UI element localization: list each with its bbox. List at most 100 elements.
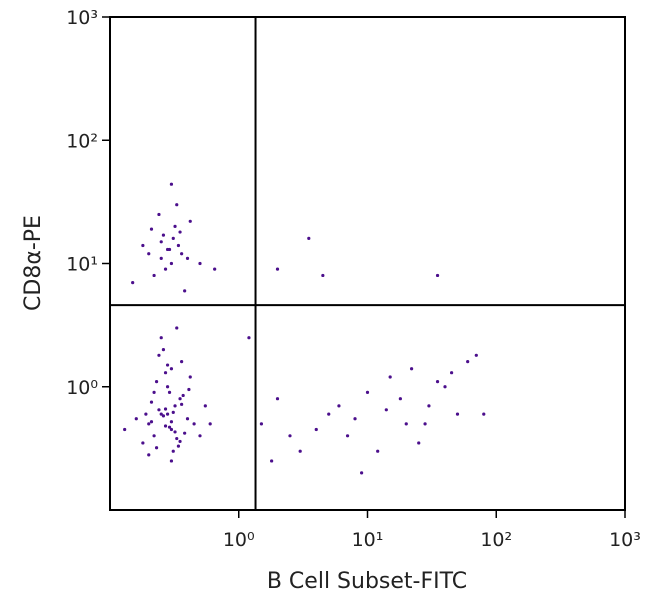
y-tick-label: 10³ [66,7,98,29]
data-point [167,247,172,252]
data-point [157,353,161,357]
data-point [307,236,311,240]
data-point [157,408,161,412]
data-point [183,431,187,435]
data-point [165,363,170,367]
data-point [147,252,151,256]
data-point [176,243,181,248]
data-point [163,267,168,271]
data-point [147,422,151,426]
data-point [154,446,159,450]
data-point [141,441,145,445]
x-axis-title: B Cell Subset-FITC [267,569,467,594]
data-point [169,459,174,463]
data-point [183,289,187,293]
data-point [427,404,431,408]
data-point [178,439,182,444]
data-point [327,412,331,416]
data-point [165,412,170,416]
data-point [163,371,168,375]
data-point [482,412,486,416]
data-point [147,453,151,457]
data-point [141,243,145,248]
data-point [154,380,159,384]
data-point [298,449,302,453]
data-point [178,397,182,401]
y-tick-label: 10⁰ [66,377,98,399]
data-point [161,414,166,418]
data-point [152,273,156,278]
data-point [198,261,202,266]
data-point [149,227,154,231]
data-point [161,233,166,237]
data-point [169,420,174,424]
x-tick-label: 10¹ [352,529,384,551]
data-point [455,412,460,416]
data-point [159,256,163,260]
data-point [178,230,182,234]
x-tick-label: 10² [480,529,512,551]
data-point [157,212,161,217]
x-tick-label: 10⁰ [223,529,255,551]
data-point [161,348,166,352]
data-point [175,436,179,441]
data-point [159,412,163,416]
data-point [167,390,172,394]
data-point [185,256,190,260]
data-point [474,353,478,357]
y-tick-label: 10² [66,130,98,152]
y-tick-label: 10¹ [66,254,98,276]
data-point [275,397,280,401]
data-point [144,412,148,416]
data-point [181,393,185,398]
data-point [163,407,168,411]
data-point [321,273,325,278]
y-axis-title: CD8α-PE [21,215,46,311]
data-point [247,336,251,340]
data-point [417,441,421,445]
data-point [180,359,184,364]
data-point [466,359,470,364]
data-point [259,422,264,426]
data-point [192,422,196,426]
data-point [388,375,392,379]
data-point [149,400,154,404]
data-point [360,471,364,475]
data-point [134,417,138,421]
data-point [353,417,357,421]
data-point [171,449,175,453]
data-point [213,267,217,271]
plot-frame [109,16,626,511]
data-point [175,326,179,330]
data-point [171,410,175,414]
data-point [185,417,190,421]
data-point [376,449,380,453]
data-point [409,367,414,371]
data-point [423,422,427,426]
data-point [163,424,168,428]
data-point [159,336,163,340]
data-point [443,385,447,389]
data-point [384,408,388,412]
data-point [131,280,135,285]
data-point [173,224,177,228]
data-point [180,252,184,256]
data-point [152,390,156,394]
data-point [188,375,192,379]
data-point [165,385,170,389]
data-point [167,425,172,429]
data-point [176,444,181,448]
data-point [171,236,175,240]
data-point [198,434,202,438]
data-point [152,434,156,438]
data-point [159,240,163,244]
data-point [337,404,341,408]
data-point [203,404,207,408]
data-point [175,203,179,207]
data-point [169,261,174,266]
data-point [169,427,174,432]
data-point [173,430,177,434]
data-point [180,402,184,406]
data-point [188,219,192,223]
data-point [270,459,274,463]
